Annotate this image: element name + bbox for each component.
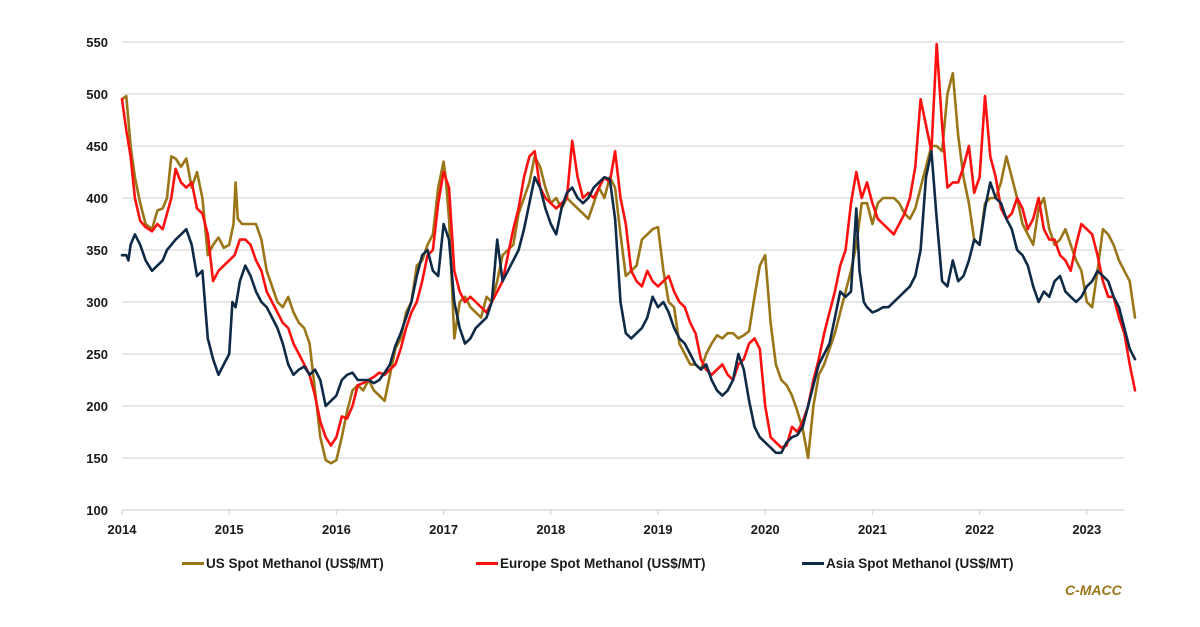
legend-label-asia: Asia Spot Methanol (US$/MT) [826, 556, 1014, 571]
legend-swatch-asia [802, 562, 824, 565]
x-tick-label: 2019 [644, 522, 673, 537]
y-tick-label: 200 [86, 399, 108, 414]
x-tick-label: 2016 [322, 522, 351, 537]
legend-item-asia: Asia Spot Methanol (US$/MT) [802, 556, 1014, 571]
legend-label-us: US Spot Methanol (US$/MT) [206, 556, 384, 571]
x-tick-label: 2020 [751, 522, 780, 537]
y-tick-label: 500 [86, 87, 108, 102]
x-tick-label: 2014 [108, 522, 138, 537]
y-axis-ticks: 100 150 200 250 300 350 400 450 500 550 [86, 35, 108, 518]
y-tick-label: 150 [86, 451, 108, 466]
legend: US Spot Methanol (US$/MT) Europe Spot Me… [0, 556, 1200, 580]
legend-item-europe: Europe Spot Methanol (US$/MT) [476, 556, 706, 571]
y-tick-label: 400 [86, 191, 108, 206]
legend-swatch-europe [476, 562, 498, 565]
y-tick-label: 300 [86, 295, 108, 310]
series-line-us [120, 71, 1137, 465]
series-line-asia [120, 149, 1137, 455]
source-label: C-MACC [1065, 582, 1122, 598]
x-tick-label: 2018 [536, 522, 565, 537]
y-tick-label: 550 [86, 35, 108, 50]
legend-label-europe: Europe Spot Methanol (US$/MT) [500, 556, 706, 571]
legend-item-us: US Spot Methanol (US$/MT) [182, 556, 384, 571]
series-line-europe [120, 42, 1137, 449]
legend-swatch-us [182, 562, 204, 565]
gridlines [122, 41, 1124, 511]
x-tick-label: 2017 [429, 522, 458, 537]
x-tick-label: 2023 [1072, 522, 1101, 537]
y-tick-label: 100 [86, 503, 108, 518]
series-lines [120, 42, 1137, 465]
x-tick-label: 2021 [858, 522, 887, 537]
y-tick-label: 250 [86, 347, 108, 362]
y-tick-label: 450 [86, 139, 108, 154]
x-axis: 2014 2015 2016 2017 2018 2019 2020 2021 2022 2023 [108, 509, 1124, 537]
x-tick-label: 2022 [965, 522, 994, 537]
y-tick-label: 350 [86, 243, 108, 258]
x-tick-label: 2015 [215, 522, 244, 537]
